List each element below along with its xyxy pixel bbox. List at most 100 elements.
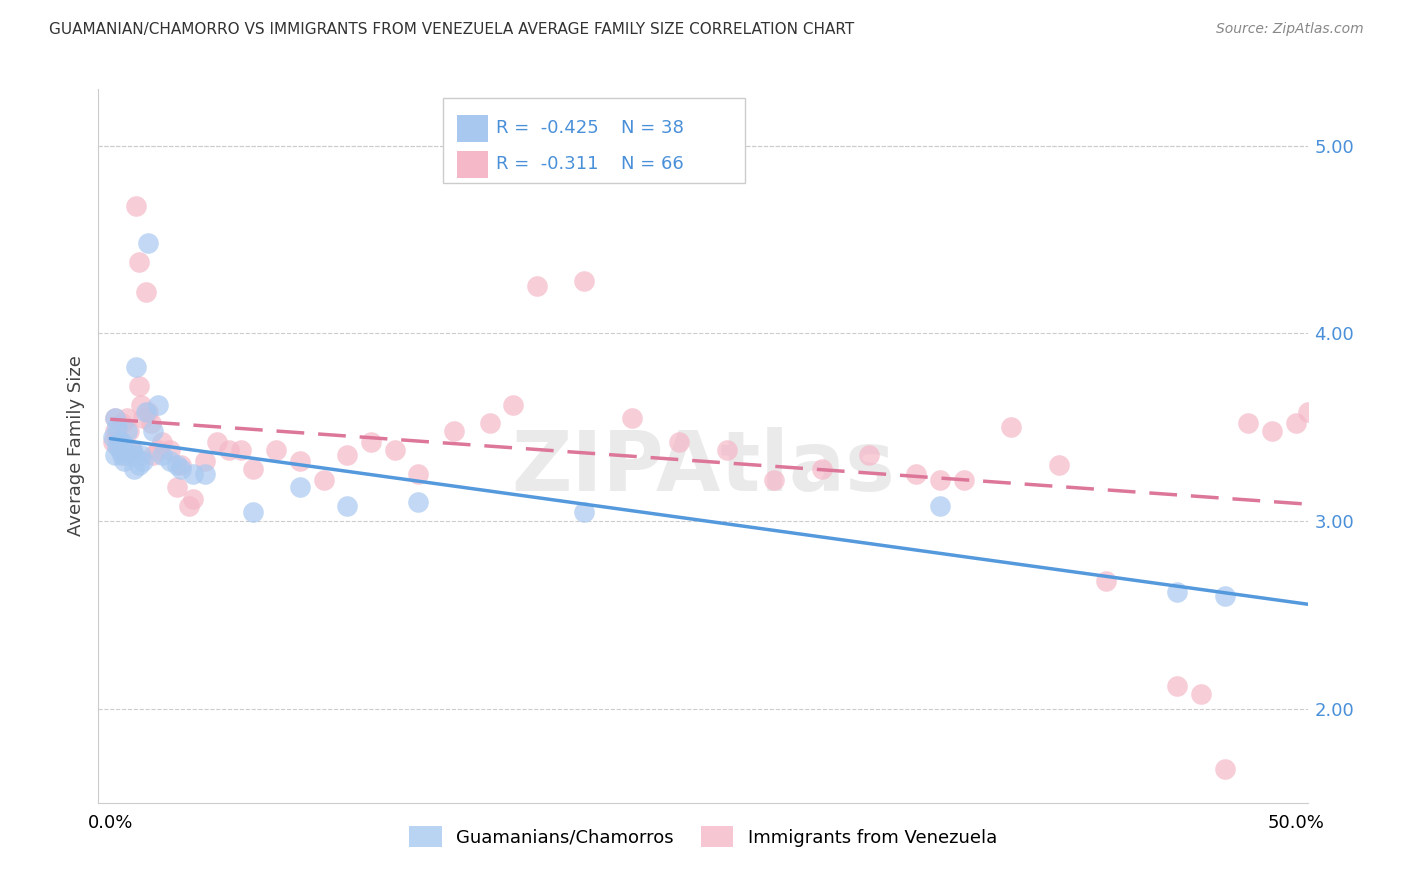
Point (128, 255, 150, 269)
Point (1213, 762, 1236, 776)
Point (181, 467, 204, 482)
Point (111, 417, 134, 431)
Point (1261, 424, 1284, 438)
Text: N = 66: N = 66 (621, 155, 685, 173)
Point (1166, 585, 1188, 599)
Y-axis label: Average Family Size: Average Family Size (66, 356, 84, 536)
Point (360, 435, 382, 450)
Point (152, 449, 174, 463)
Point (132, 454, 155, 468)
Point (125, 199, 148, 213)
Point (929, 499, 952, 513)
Point (114, 454, 136, 468)
Point (668, 435, 690, 450)
Point (121, 442, 143, 457)
Point (218, 442, 240, 457)
Point (114, 449, 136, 463)
Point (111, 442, 134, 457)
Text: Source: ZipAtlas.com: Source: ZipAtlas.com (1216, 22, 1364, 37)
Point (108, 439, 131, 453)
Point (574, 274, 596, 288)
Point (159, 454, 181, 468)
Point (1047, 458, 1070, 472)
Point (136, 236, 159, 251)
Point (115, 424, 138, 438)
Point (1237, 417, 1260, 431)
Point (101, 435, 124, 450)
Point (104, 410, 127, 425)
Point (242, 505, 264, 519)
Point (135, 285, 157, 299)
Point (139, 417, 162, 431)
Point (181, 491, 204, 506)
Point (716, 442, 738, 457)
Point (101, 429, 124, 443)
Point (128, 379, 150, 393)
Point (264, 442, 287, 457)
Point (336, 449, 359, 463)
Point (952, 473, 974, 487)
Point (122, 449, 145, 463)
Point (242, 461, 264, 475)
Point (118, 449, 141, 463)
Text: ZIPAtlas: ZIPAtlas (510, 427, 896, 508)
Point (111, 435, 134, 450)
Point (129, 449, 152, 463)
Point (118, 424, 141, 438)
Point (408, 467, 430, 482)
Text: R =  -0.425: R = -0.425 (496, 120, 599, 137)
Point (170, 461, 193, 475)
Point (104, 410, 127, 425)
Point (129, 398, 152, 412)
Point (136, 405, 159, 419)
Point (114, 442, 136, 457)
Point (177, 499, 200, 513)
Point (1213, 589, 1236, 603)
Point (146, 398, 169, 412)
Point (1320, 410, 1343, 425)
Text: GUAMANIAN/CHAMORRO VS IMMIGRANTS FROM VENEZUELA AVERAGE FAMILY SIZE CORRELATION : GUAMANIAN/CHAMORRO VS IMMIGRANTS FROM VE… (49, 22, 855, 37)
Point (384, 442, 406, 457)
Point (229, 442, 252, 457)
Point (105, 439, 128, 453)
Point (1189, 687, 1212, 701)
Point (135, 405, 157, 419)
Point (104, 424, 127, 438)
Point (288, 480, 311, 494)
Point (194, 454, 217, 468)
Text: R =  -0.311: R = -0.311 (496, 155, 599, 173)
Point (1296, 405, 1319, 419)
Point (443, 424, 465, 438)
Point (810, 461, 832, 475)
Point (132, 410, 155, 425)
Point (170, 458, 193, 472)
Point (336, 499, 359, 513)
Point (142, 449, 165, 463)
Point (1000, 420, 1022, 434)
Point (194, 467, 217, 482)
Point (121, 442, 143, 457)
Point (108, 435, 131, 450)
Point (763, 473, 786, 487)
Point (1285, 417, 1308, 431)
Point (105, 429, 128, 443)
Point (312, 473, 335, 487)
Point (929, 473, 952, 487)
Point (122, 461, 145, 475)
Legend: Guamanians/Chamorros, Immigrants from Venezuela: Guamanians/Chamorros, Immigrants from Ve… (402, 819, 1004, 855)
Point (166, 458, 188, 472)
Point (159, 442, 181, 457)
Point (858, 449, 880, 463)
Point (128, 458, 150, 472)
Point (288, 454, 311, 468)
Point (111, 449, 134, 463)
Point (526, 279, 548, 293)
Point (125, 360, 148, 375)
Point (142, 424, 165, 438)
Point (115, 410, 138, 425)
Point (1308, 417, 1330, 431)
Point (122, 449, 145, 463)
Point (205, 435, 228, 450)
Point (108, 442, 131, 457)
Point (905, 467, 928, 482)
